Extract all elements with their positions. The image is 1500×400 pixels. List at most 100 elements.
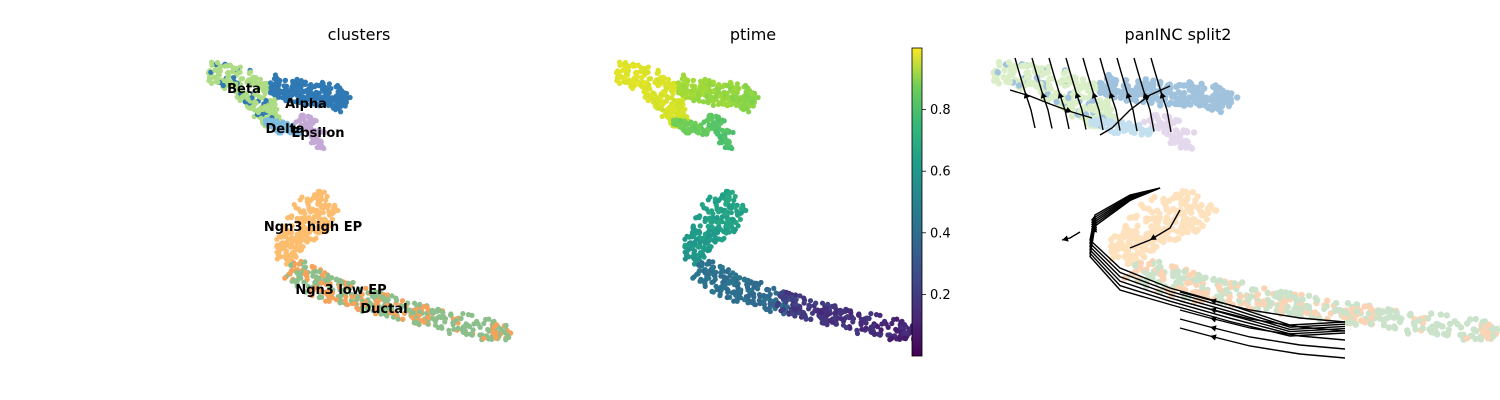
ptime-point [718,270,724,276]
cluster-point [297,118,303,124]
ptime-point [652,79,658,85]
ptime-point [749,99,755,105]
colorbar-tick-label: 0.8 [930,103,951,118]
velocity-point [1190,216,1197,223]
cluster-point [233,81,239,87]
ptime-point [721,235,727,241]
cluster-point [302,98,308,104]
ptime-point [720,84,726,90]
ptime-point [762,296,768,303]
ptime-point [715,114,722,120]
velocity-point [1175,133,1182,141]
cluster-point [280,240,286,246]
cluster-point [298,229,304,235]
cluster-point [329,216,335,222]
ptime-point [711,237,717,243]
ptime-point [742,207,748,213]
ptime-point [639,75,645,81]
cluster-point [225,70,231,76]
ptime-point [635,81,641,87]
ptime-point [889,320,895,327]
ptime-point [682,256,688,262]
cluster-point [222,63,228,69]
velocity-point [1352,321,1360,328]
ptime-point [703,85,709,91]
ptime-point [672,107,678,113]
ptime-point [688,240,694,246]
ptime-point [692,239,698,245]
velocity-point [1169,269,1177,276]
ptime-point [901,335,907,341]
cluster-point [341,99,347,105]
cluster-point [460,324,466,330]
ptime-point [641,65,647,72]
cluster-point [267,90,274,96]
velocity-point [1215,105,1222,113]
cluster-point [430,316,436,322]
ptime-point [713,122,719,128]
cluster-point [501,329,507,335]
ptime-point [706,78,712,84]
velocity-point [1234,94,1241,101]
cluster-point [281,229,287,236]
velocity-point [1374,308,1381,316]
ptime-point [715,228,721,235]
velocity-point [1336,306,1344,314]
ptime-point [751,294,757,300]
ptime-point [706,247,712,253]
ptime-point [807,298,814,304]
velocity-point [1324,297,1331,304]
velocity-point [1190,269,1197,276]
velocity-point [1132,214,1140,221]
ptime-point [617,59,623,65]
cluster-point [220,82,226,89]
cluster-point [481,320,487,327]
velocity-point [1173,279,1180,286]
ptime-point [614,74,621,81]
velocity-point [1177,144,1184,151]
cluster-point [304,273,310,279]
colorbar-tick-label: 0.4 [930,226,951,241]
velocity-point [1184,203,1192,211]
velocity-point [1122,126,1129,134]
cluster-point [313,101,319,107]
ptime-point [743,82,749,89]
velocity-point [1148,196,1155,203]
ptime-point [710,79,717,85]
ptime-point [684,251,690,257]
ptime-point [704,206,710,212]
ptime-point [681,84,688,91]
ptime-point [659,102,665,108]
cluster-point [356,286,362,292]
cluster-point [305,94,311,100]
velocity-point [1180,127,1187,134]
ptime-point [641,89,647,95]
cluster-point [442,319,448,325]
cluster-point [294,76,300,82]
cluster-point [303,237,309,243]
ptime-point [807,303,813,309]
velocity-point [1166,197,1173,204]
cluster-point [307,228,313,235]
ptime-point [695,130,702,136]
ptime-point [725,101,731,107]
velocity-point [1184,228,1191,236]
velocity-point [1358,317,1365,324]
ptime-point [854,330,861,337]
velocity-point [1457,331,1464,339]
cluster-point [240,76,246,82]
velocity-point [1117,94,1125,101]
cluster-point [247,69,254,75]
cluster-point [288,262,294,268]
ptime-point [728,210,734,216]
cluster-point [477,332,483,338]
ptime-point [813,300,819,306]
velocity-point [1175,273,1183,280]
velocity-point [1245,296,1252,303]
cluster-point [214,75,220,81]
cluster-point [322,129,328,136]
velocity-point [1142,269,1149,276]
cluster-point [302,264,308,270]
cluster-point [222,78,228,84]
ptime-point [690,127,696,133]
